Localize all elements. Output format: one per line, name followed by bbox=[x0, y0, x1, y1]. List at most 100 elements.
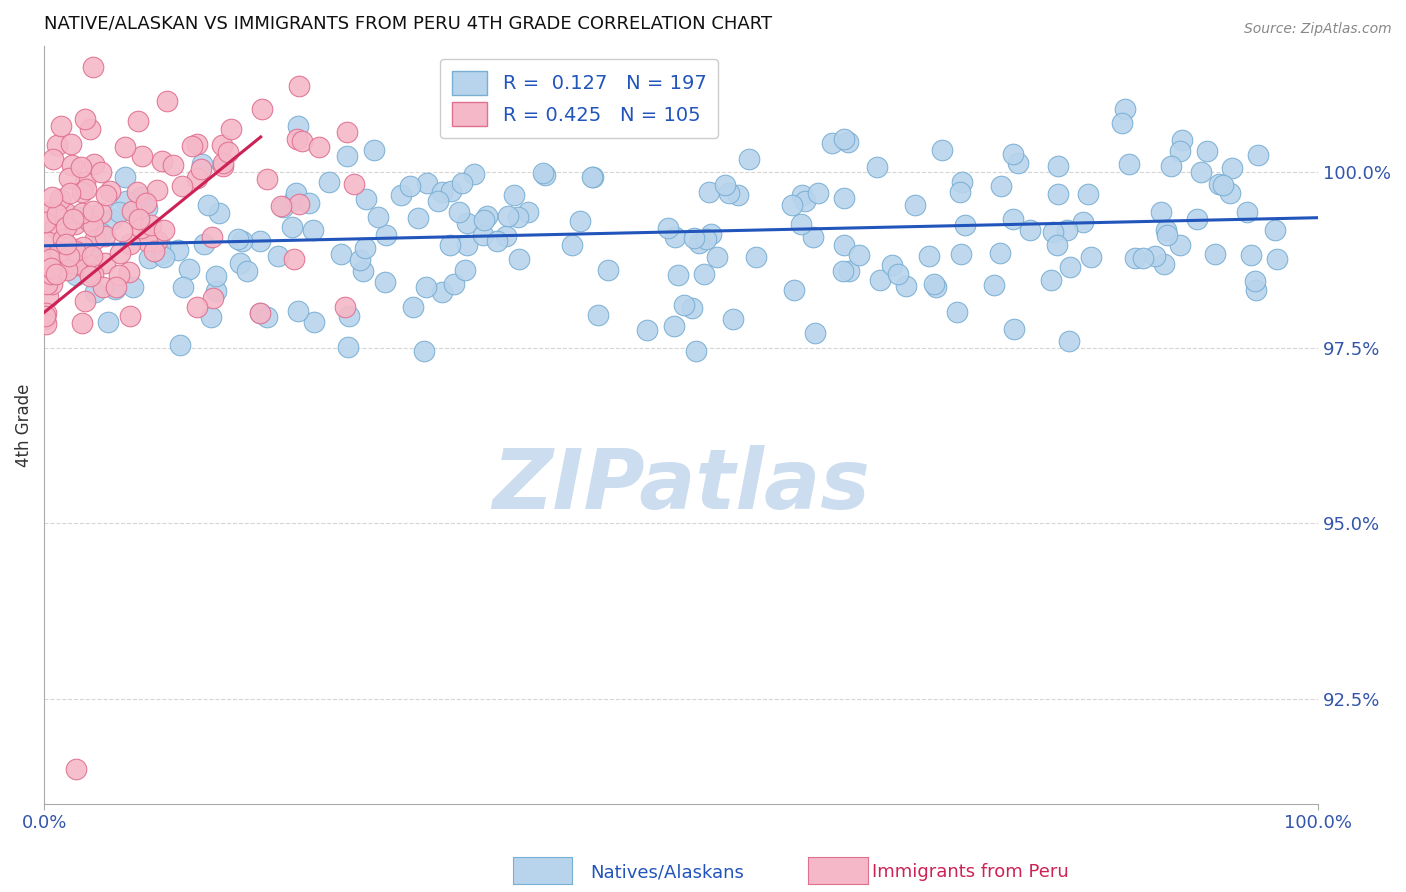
Point bbox=[70, 160, 93, 174]
Point bbox=[65, 268, 87, 282]
Point bbox=[1236, 205, 1258, 219]
Point bbox=[249, 306, 271, 320]
Point bbox=[374, 275, 396, 289]
Point bbox=[1154, 222, 1177, 236]
Point bbox=[42, 153, 65, 167]
Point bbox=[534, 168, 557, 182]
Point bbox=[152, 250, 174, 264]
Point bbox=[290, 134, 312, 148]
Point bbox=[1247, 148, 1270, 162]
Text: ZIPatlas: ZIPatlas bbox=[492, 445, 870, 526]
Point bbox=[108, 205, 131, 219]
Point bbox=[333, 300, 356, 314]
Point bbox=[114, 170, 136, 185]
Point bbox=[60, 137, 83, 152]
Point bbox=[832, 238, 855, 252]
Point bbox=[60, 158, 83, 172]
Point bbox=[832, 264, 855, 278]
Point bbox=[454, 263, 477, 277]
Point bbox=[177, 261, 200, 276]
Point bbox=[463, 168, 485, 182]
Point bbox=[949, 185, 972, 199]
Point bbox=[723, 312, 745, 326]
Point bbox=[391, 188, 413, 202]
Point bbox=[349, 253, 371, 268]
Point bbox=[451, 176, 474, 190]
Point bbox=[354, 241, 377, 255]
Point bbox=[904, 198, 927, 212]
Point bbox=[231, 235, 253, 249]
Point bbox=[211, 159, 233, 173]
Point bbox=[1185, 211, 1208, 226]
Point bbox=[288, 79, 311, 94]
Point bbox=[402, 300, 425, 314]
Point bbox=[131, 149, 153, 163]
Point bbox=[1195, 145, 1218, 159]
Point bbox=[152, 223, 174, 237]
Point bbox=[1059, 260, 1081, 274]
Point bbox=[697, 185, 720, 199]
Point bbox=[456, 238, 478, 252]
Point bbox=[1189, 165, 1212, 179]
Point bbox=[832, 191, 855, 205]
Point bbox=[1046, 159, 1069, 173]
Point bbox=[55, 262, 77, 277]
Point bbox=[75, 181, 97, 195]
Point bbox=[267, 250, 290, 264]
Point bbox=[65, 762, 87, 776]
Point bbox=[495, 228, 517, 243]
Point bbox=[1160, 159, 1182, 173]
Point bbox=[211, 156, 233, 170]
Point bbox=[399, 179, 422, 194]
Point bbox=[443, 277, 465, 292]
Point bbox=[149, 237, 172, 252]
Point bbox=[1150, 204, 1173, 219]
Point bbox=[782, 198, 804, 212]
Point bbox=[211, 137, 233, 152]
Point bbox=[135, 195, 157, 210]
Point bbox=[1019, 223, 1042, 237]
Point bbox=[302, 315, 325, 329]
Point bbox=[205, 284, 228, 298]
Point bbox=[1153, 257, 1175, 271]
Point bbox=[219, 121, 242, 136]
Point bbox=[226, 232, 249, 246]
Point bbox=[70, 206, 93, 220]
Point bbox=[1007, 156, 1029, 170]
Text: Source: ZipAtlas.com: Source: ZipAtlas.com bbox=[1244, 22, 1392, 37]
Point bbox=[508, 252, 530, 266]
Point bbox=[503, 188, 526, 202]
Point bbox=[146, 183, 169, 197]
Point bbox=[430, 185, 453, 199]
Point bbox=[1071, 215, 1094, 229]
Point bbox=[821, 136, 844, 150]
Point bbox=[121, 280, 143, 294]
Point bbox=[413, 343, 436, 358]
Point bbox=[37, 235, 59, 249]
Point bbox=[145, 235, 167, 249]
Point bbox=[837, 136, 859, 150]
Point bbox=[143, 244, 166, 259]
Point bbox=[35, 277, 58, 291]
Point bbox=[94, 228, 117, 243]
Point bbox=[706, 250, 728, 264]
Point bbox=[200, 310, 222, 324]
Point bbox=[72, 316, 94, 330]
Point bbox=[288, 196, 311, 211]
Point bbox=[249, 234, 271, 248]
Point bbox=[63, 242, 86, 256]
Point bbox=[352, 263, 374, 277]
Point bbox=[737, 152, 759, 166]
Point bbox=[662, 319, 685, 334]
Point bbox=[581, 169, 603, 184]
Point bbox=[80, 249, 103, 263]
Point bbox=[426, 194, 449, 208]
Point bbox=[950, 175, 973, 189]
Point bbox=[354, 192, 377, 206]
Point bbox=[35, 252, 58, 266]
Point bbox=[156, 94, 179, 108]
Point bbox=[283, 252, 305, 267]
Point bbox=[98, 184, 121, 198]
Point bbox=[790, 217, 813, 231]
Point bbox=[67, 210, 90, 224]
